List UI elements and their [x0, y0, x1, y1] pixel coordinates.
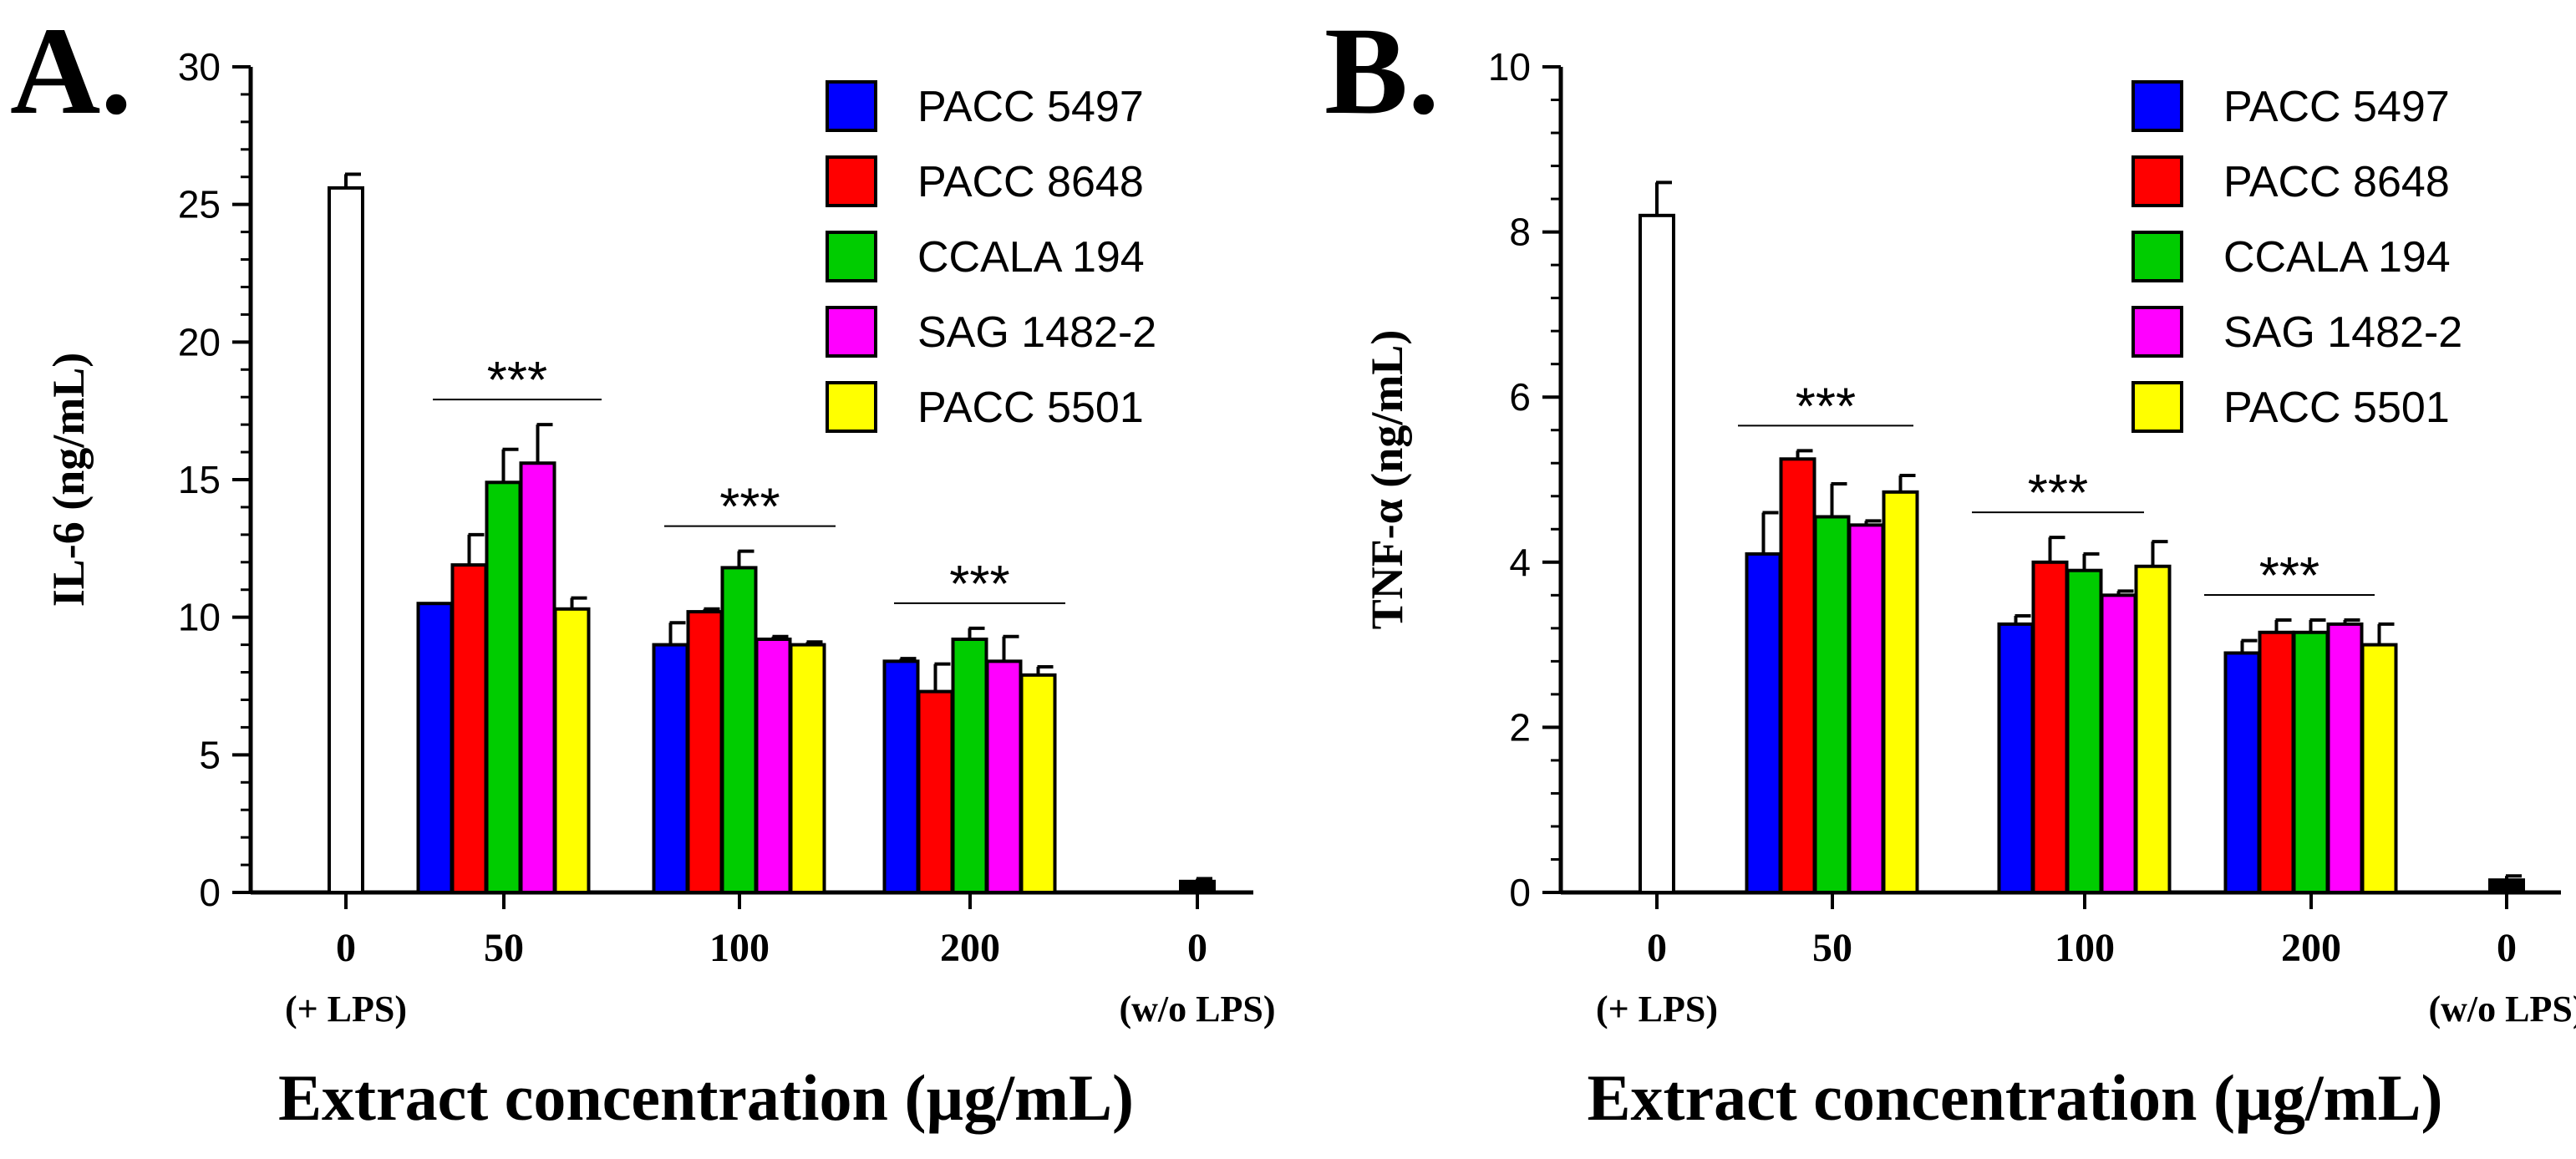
- x-tick-label: 0: [2497, 926, 2517, 970]
- legend-label: CCALA 194: [2223, 233, 2451, 282]
- legend-label: PACC 5497: [2223, 83, 2450, 131]
- y-tick-label: 15: [178, 458, 221, 501]
- bar-sag-1482-2: [519, 461, 556, 894]
- x-tick-label: 0: [336, 926, 356, 970]
- y-axis-title: TNF-α (ng/mL): [1362, 330, 1412, 630]
- bar-pacc-8648: [686, 610, 724, 895]
- y-tick-label: 30: [178, 45, 221, 89]
- legend-label: PACC 5497: [917, 83, 1144, 131]
- significance-marker: ***: [2259, 547, 2319, 605]
- legend-swatch: [2131, 231, 2183, 282]
- x-tick-sublabel: (+ LPS): [285, 989, 407, 1029]
- legend-swatch: [826, 231, 877, 282]
- x-tick-label: 100: [2055, 926, 2115, 970]
- y-tick-label: 10: [1488, 45, 1531, 89]
- significance-marker: ***: [949, 556, 1009, 613]
- x-tick-label: 50: [1812, 926, 1852, 970]
- bar-sag-1482-2: [2326, 622, 2364, 895]
- bar-pacc-5497: [1745, 552, 1782, 894]
- legend-label: SAG 1482-2: [917, 308, 1156, 357]
- y-tick-label: 6: [1509, 375, 1531, 419]
- bar-pacc-8648: [917, 689, 954, 894]
- bar-sag-1482-2: [2100, 593, 2137, 894]
- bar-sag-1482-2: [985, 659, 1023, 894]
- x-tick-label: 50: [484, 926, 524, 970]
- significance-marker: ***: [1796, 378, 1856, 435]
- bar-sag-1482-2: [755, 638, 792, 894]
- bar-control-with-lps: [1639, 213, 1675, 894]
- legend-label: PACC 8648: [2223, 158, 2450, 206]
- bar-pacc-8648: [2031, 560, 2069, 894]
- y-axis-title: IL-6 (ng/mL): [43, 353, 94, 607]
- y-tick-label: 5: [199, 733, 221, 776]
- bar-pacc-8648: [1779, 457, 1816, 894]
- bar-pacc-5501: [789, 643, 826, 894]
- panel-letter: B.: [1324, 2, 1440, 140]
- y-tick-label: 0: [1509, 871, 1531, 914]
- y-tick-label: 8: [1509, 211, 1531, 254]
- legend-swatch: [826, 80, 877, 132]
- y-tick-label: 2: [1509, 705, 1531, 749]
- panel-a-il6-chart: A. 0 5 10 15 20 25 30 IL-6 (ng/mL) Extract concen…: [10, 2, 1276, 1134]
- y-tick-label: 10: [178, 596, 221, 639]
- legend-swatch: [826, 155, 877, 207]
- legend-label: PACC 5501: [2223, 384, 2450, 432]
- y-tick-label: 20: [178, 320, 221, 363]
- panel-letter: A.: [10, 2, 132, 140]
- bar-pacc-5497: [2223, 651, 2261, 894]
- x-tick-sublabel: (+ LPS): [1596, 989, 1718, 1029]
- legend-label: SAG 1482-2: [2223, 308, 2462, 357]
- panel-b-tnf-alpha-chart: B. 0 2 4 6 8 10 TNF-α (ng/mL) Extract concentrat…: [1324, 2, 2576, 1134]
- x-tick-label: 0: [1187, 926, 1207, 970]
- significance-marker: ***: [2028, 465, 2088, 522]
- legend-label: PACC 8648: [917, 158, 1144, 206]
- bar-ccala-194: [2065, 568, 2103, 894]
- legend-label: CCALA 194: [917, 233, 1145, 282]
- legend-swatch: [2131, 80, 2183, 132]
- bar-pacc-5501: [553, 607, 591, 895]
- x-tick-sublabel: (w/o LPS): [1120, 989, 1276, 1029]
- bar-pacc-5501: [1019, 673, 1057, 894]
- x-tick-label: 0: [1647, 926, 1667, 970]
- legend-swatch: [2131, 306, 2183, 358]
- bar-sag-1482-2: [1847, 523, 1885, 895]
- legend-swatch: [2131, 155, 2183, 207]
- bar-control-without-lps: [1179, 879, 1216, 894]
- legend-swatch: [826, 381, 877, 433]
- bar-pacc-5497: [1997, 622, 2035, 895]
- bar-pacc-5501: [2360, 643, 2398, 894]
- x-tick-sublabel: (w/o LPS): [2429, 989, 2576, 1029]
- legend-swatch: [2131, 381, 2183, 433]
- bar-control-with-lps: [328, 186, 364, 894]
- bar-ccala-194: [485, 480, 522, 894]
- bar-pacc-5497: [882, 659, 920, 894]
- x-tick-label: 200: [2281, 926, 2341, 970]
- legend-label: PACC 5501: [917, 384, 1144, 432]
- y-tick-label: 4: [1509, 541, 1531, 584]
- x-tick-label: 100: [709, 926, 770, 970]
- bar-pacc-5501: [1882, 490, 1919, 894]
- bar-pacc-8648: [2258, 630, 2295, 895]
- x-tick-label: 200: [940, 926, 1000, 970]
- bar-ccala-194: [1813, 515, 1851, 895]
- bar-ccala-194: [720, 566, 758, 894]
- bar-control-without-lps: [2488, 878, 2525, 895]
- bar-ccala-194: [2292, 630, 2330, 895]
- significance-marker: ***: [719, 479, 780, 536]
- bar-pacc-5501: [2134, 564, 2172, 894]
- y-tick-label: 0: [199, 871, 221, 914]
- legend-swatch: [826, 306, 877, 358]
- bar-pacc-5497: [652, 643, 689, 894]
- x-axis-title: Extract concentration (µg/mL): [1587, 1061, 2442, 1134]
- significance-marker: ***: [487, 352, 547, 409]
- bar-pacc-5497: [416, 602, 454, 894]
- bar-ccala-194: [951, 638, 988, 894]
- y-tick-label: 25: [178, 183, 221, 226]
- x-axis-title: Extract concentration (µg/mL): [278, 1061, 1134, 1134]
- bar-pacc-8648: [450, 563, 488, 894]
